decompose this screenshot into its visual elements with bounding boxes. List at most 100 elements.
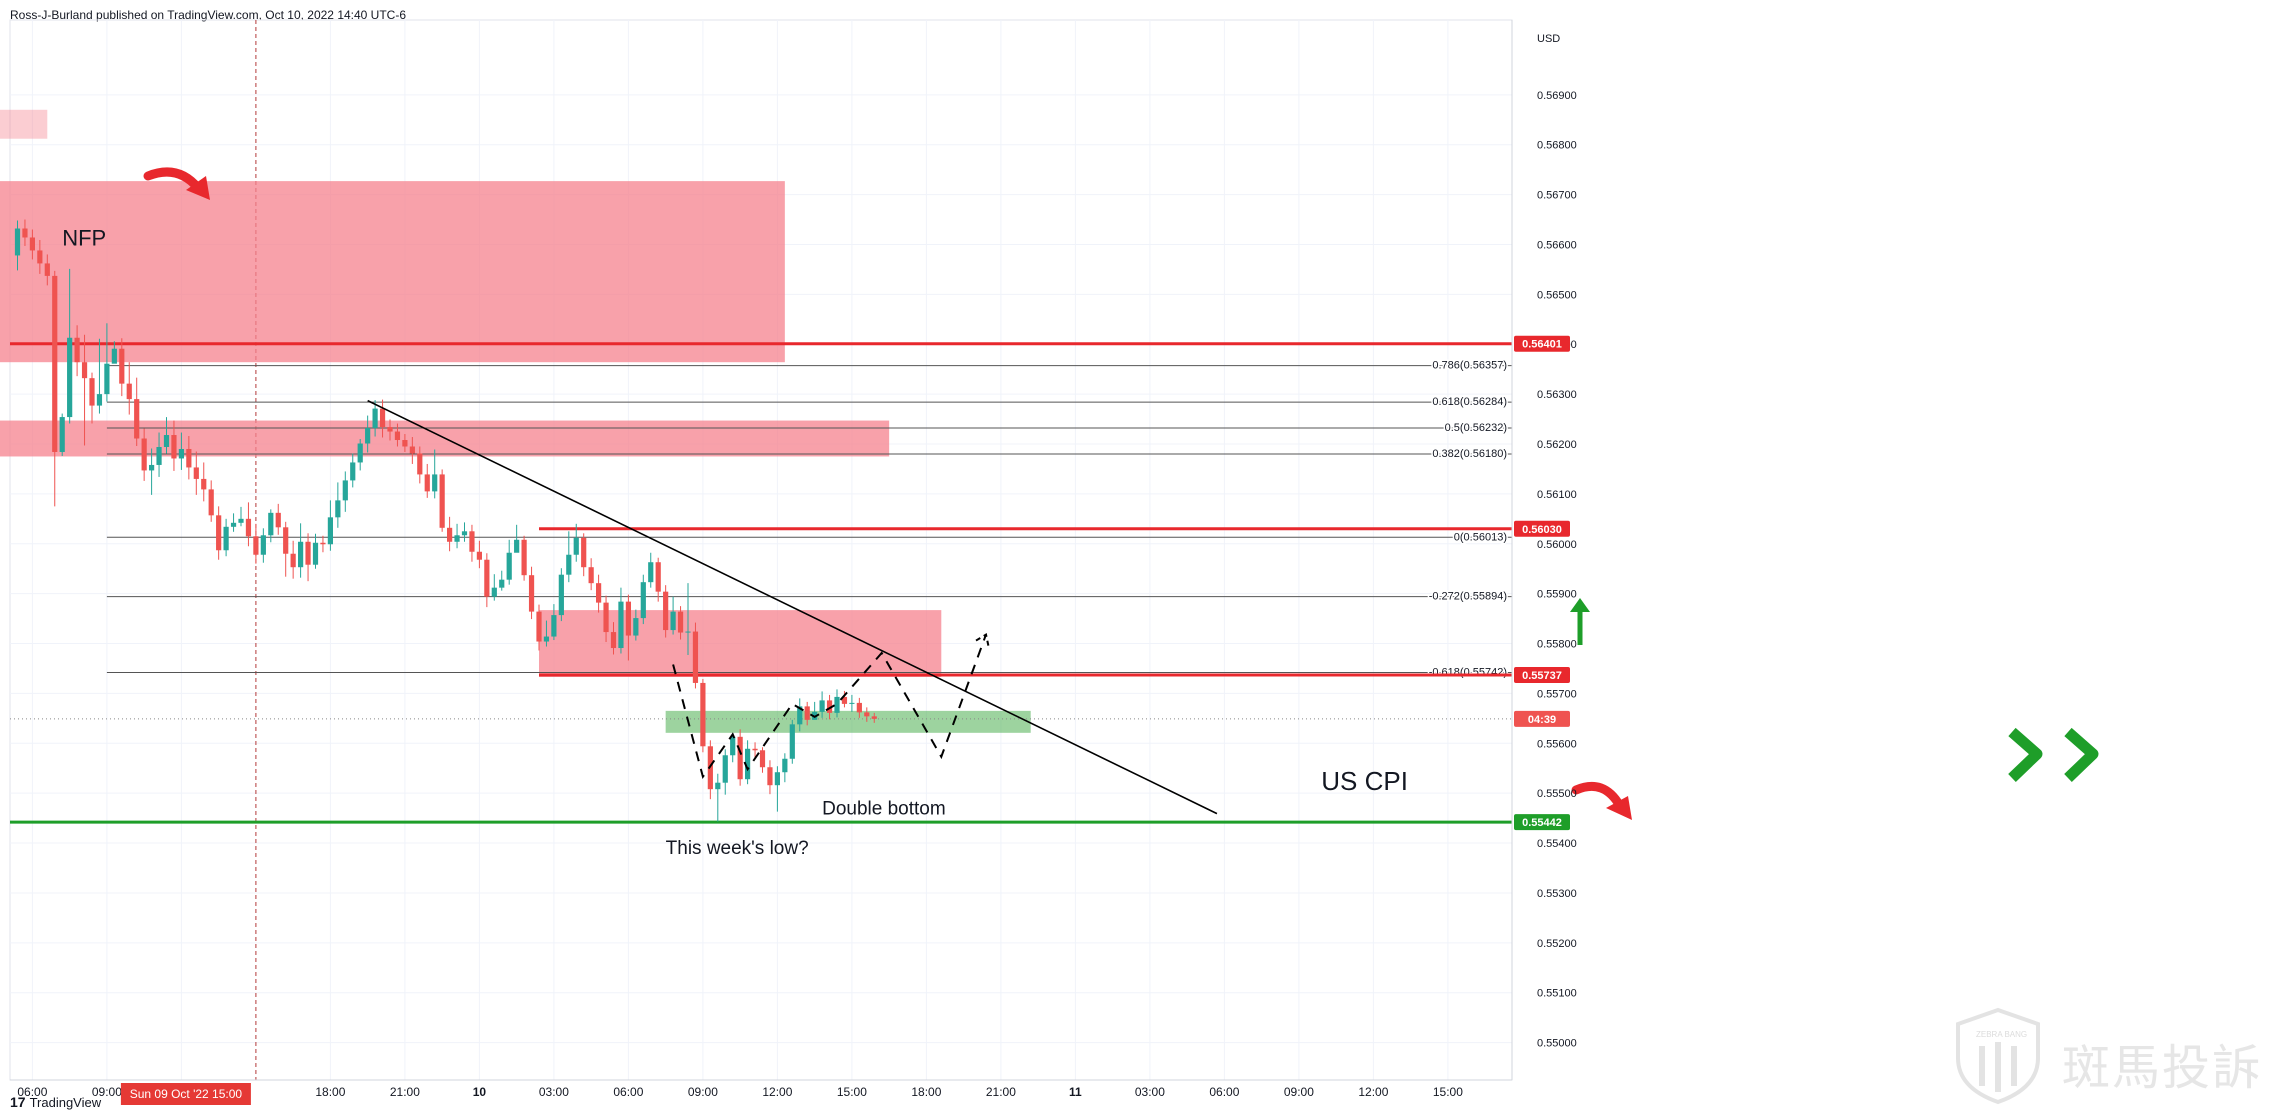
fib-label: 0.786(0.56357)	[1432, 360, 1507, 372]
y-tick-label: 0.55200	[1537, 938, 1577, 950]
bull-candle	[342, 480, 348, 501]
bull-candle	[312, 542, 319, 565]
bull-candle	[514, 539, 520, 553]
fib-label: 0.382(0.56180)	[1432, 448, 1507, 460]
bull-candle	[834, 696, 840, 713]
bear-candle	[439, 474, 445, 528]
bull-candle	[357, 443, 363, 463]
bear-candle	[737, 736, 743, 780]
bull-candle	[59, 417, 65, 452]
y-tick-label: 0.56100	[1537, 489, 1577, 501]
bear-candle	[655, 562, 661, 592]
x-tick-label: 15:00	[1433, 1085, 1463, 1099]
bear-candle	[290, 553, 296, 568]
x-tick-label: 12:00	[762, 1085, 792, 1099]
bear-candle	[596, 583, 602, 603]
bull-candle	[730, 736, 736, 756]
watermark-shield-icon	[1956, 1007, 2040, 1105]
nfp-arrowhead	[186, 176, 210, 200]
bear-candle	[275, 512, 281, 528]
y-tick-label: 0.55400	[1537, 838, 1577, 850]
y-tick-label: 0.55500	[1537, 788, 1577, 800]
price-tag-text: 0.56030	[1522, 524, 1562, 536]
y-tick-label: 0.55000	[1537, 1038, 1577, 1050]
bull-candle	[566, 554, 572, 575]
plot-frame	[9, 19, 1513, 1081]
countdown-price-tag	[1514, 710, 1570, 727]
level-lines: 0.786(0.56357) 0.618(0.56284) 0.5(0.56232)…	[10, 342, 1512, 824]
bull-candle	[782, 758, 788, 773]
x-tick-label: 09:00	[92, 1085, 122, 1099]
x-tick-label: 15:00	[837, 1085, 867, 1099]
y-tick-label: 0.56000	[1537, 539, 1577, 551]
bear-candle	[394, 431, 401, 441]
bear-candle	[89, 378, 95, 406]
x-tick-label: 03:00	[1135, 1085, 1165, 1099]
bear-candle	[305, 541, 311, 565]
bear-candle	[804, 706, 810, 720]
price-tag-text: 04:39	[1528, 714, 1556, 726]
author-name[interactable]: Ross-J-Burland	[10, 8, 93, 22]
bull-candle	[573, 537, 579, 555]
bear-candle	[856, 702, 862, 713]
bull-candle	[499, 579, 505, 588]
bull-candle	[551, 615, 557, 637]
bear-candle	[126, 383, 132, 400]
fib-label: 0.618(0.56284)	[1432, 396, 1507, 408]
bull-candle	[432, 474, 438, 492]
crosshair-label: Sun 09 Oct '22 15:00	[130, 1087, 243, 1101]
y-tick-label: 0.55700	[1537, 688, 1577, 700]
annotation-text: Double bottom	[822, 799, 946, 820]
bear-candle	[37, 250, 43, 264]
bull-candle	[461, 531, 468, 536]
bull-candle	[335, 500, 341, 518]
bull-candle	[506, 552, 512, 580]
candles	[14, 219, 877, 822]
cpi-arrow-icon	[1571, 782, 1625, 811]
x-tick-label: 03:00	[539, 1085, 569, 1099]
bull-candle	[260, 535, 266, 555]
annotation-text: US CPI	[1321, 766, 1408, 796]
bull-candle	[774, 772, 780, 786]
y-tick-label: 0.56800	[1537, 140, 1577, 152]
tradingview-brand: TradingView	[29, 1094, 102, 1110]
bull-candle	[640, 582, 646, 619]
x-tick-label: 21:00	[390, 1085, 420, 1099]
bear-candle	[201, 478, 207, 490]
bear-candle	[476, 551, 482, 560]
support-price-tag	[1514, 814, 1570, 831]
x-tick-label: 06:00	[1209, 1085, 1239, 1099]
bull-candle	[618, 601, 624, 649]
drawings: NFP Double bottom This week's low? US CPI	[62, 167, 2099, 859]
x-tick-label: 09:00	[1284, 1085, 1314, 1099]
y-tick-label: 0.55100	[1537, 988, 1577, 1000]
x-tick-label: 18:00	[315, 1085, 345, 1099]
bull-candle	[819, 700, 825, 712]
bear-candle	[610, 632, 617, 649]
bull-candle	[797, 706, 803, 725]
bull-candle	[670, 611, 676, 631]
bear-candle	[528, 575, 535, 612]
tradingview-footer[interactable]: 17 TradingView	[10, 1094, 101, 1110]
up-arrowhead	[1570, 598, 1590, 612]
bear-candle	[379, 408, 386, 428]
chevron-right-icon	[2064, 727, 2099, 782]
fib-label: -0.618(0.55742)	[1429, 666, 1507, 678]
resistance-zone	[0, 181, 785, 363]
axes: 0.56900 0.56800 0.56700 0.56600 0.56500 0.564…	[10, 20, 1577, 1105]
crosshair-label-bg	[120, 1083, 251, 1105]
bull-candle	[715, 782, 721, 790]
bear-candle	[521, 539, 527, 576]
bear-candle	[417, 453, 423, 475]
x-tick-label: 09:00	[688, 1085, 718, 1099]
x-tick-label: 06:00	[613, 1085, 643, 1099]
bull-candle	[789, 724, 795, 759]
bear-candle	[700, 682, 706, 747]
y-tick-label: 0.55900	[1537, 589, 1577, 601]
published-info: published on TradingView.com, Oct 10, 20…	[96, 8, 407, 22]
annotation-text: This week's low?	[666, 838, 809, 859]
bear-candle	[186, 448, 192, 468]
bull-candle	[238, 518, 244, 523]
